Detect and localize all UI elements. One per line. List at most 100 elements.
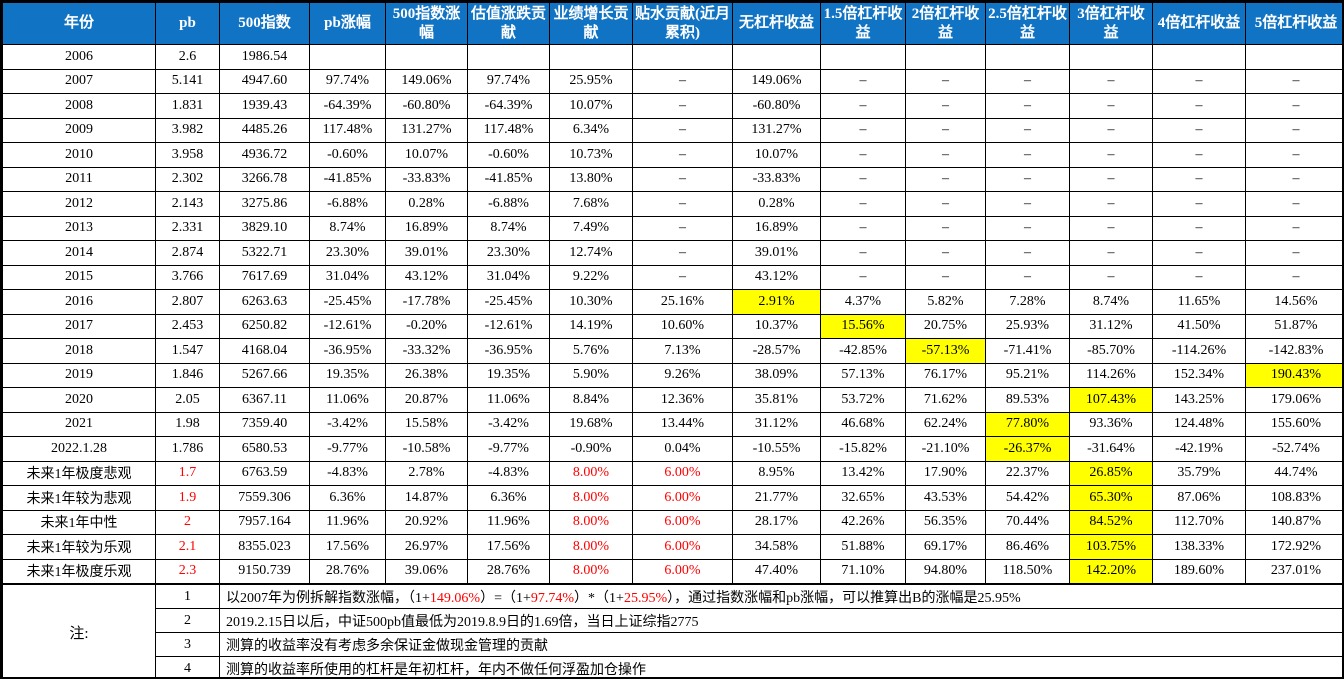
table-cell: 1.786	[155, 436, 220, 462]
table-cell: -42.85%	[820, 338, 906, 364]
table-cell: 97.74%	[467, 68, 550, 94]
note-number: 2	[155, 608, 220, 633]
red-value-cell: 8.00%	[549, 509, 633, 535]
note-segment: ）=（1+	[480, 590, 531, 606]
table-cell: -9.77%	[309, 436, 386, 462]
table-cell: 31.12%	[1069, 313, 1153, 339]
table-row: 未来1年较为乐观 2.1 8355.023 17.56% 26.97% 17.56% 8.0…	[2, 534, 1342, 560]
note-number: 4	[155, 656, 220, 677]
note-segment: 测算的收益率没有考虑多余保证金做现金管理的贡献	[226, 638, 548, 654]
table-cell: –	[1069, 166, 1153, 192]
table-cell: 69.17%	[905, 534, 986, 560]
table-cell: –	[905, 117, 986, 143]
table-cell: 39.01%	[732, 240, 821, 266]
table-cell: –	[820, 215, 906, 241]
table-cell: –	[1069, 93, 1153, 119]
note-number: 3	[155, 632, 220, 657]
table-row: 2008 1.831 1939.43 -64.39% -60.80% -64.39% 10.…	[2, 93, 1342, 119]
table-cell: 5267.66	[219, 362, 310, 388]
table-cell: –	[632, 68, 733, 94]
table-cell: -33.83%	[732, 166, 821, 192]
table-cell: –	[1152, 93, 1246, 119]
table-row: 未来1年中性 2 7957.164 11.96% 20.92% 11.96% 8.00% 6.…	[2, 509, 1342, 535]
table-cell: 131.27%	[732, 117, 821, 143]
table-cell	[549, 44, 633, 70]
table-cell: -17.78%	[385, 289, 468, 315]
table-cell: -114.26%	[1152, 338, 1246, 364]
table-cell: 152.34%	[1152, 362, 1246, 388]
table-cell: 5.76%	[549, 338, 633, 364]
row-label: 2007	[2, 68, 156, 94]
row-label: 2009	[2, 117, 156, 143]
table-cell: 34.58%	[732, 534, 821, 560]
notes-table: 注: 1 以2007年为例拆解指数涨幅，（1+149.06%）=（1+97.74%）…	[2, 584, 1342, 678]
table-cell: -3.42%	[309, 411, 386, 437]
red-value-cell: 6.00%	[632, 534, 733, 560]
table-cell: 93.36%	[1069, 411, 1153, 437]
row-label: 2018	[2, 338, 156, 364]
highlighted-cell: 142.20%	[1069, 558, 1153, 584]
table-cell: –	[1245, 240, 1342, 266]
table-cell: 3829.10	[219, 215, 310, 241]
table-cell: -42.19%	[1152, 436, 1246, 462]
table-cell: 51.87%	[1245, 313, 1342, 339]
table-cell: 95.21%	[985, 362, 1070, 388]
table-cell: 0.28%	[732, 191, 821, 217]
table-row: 2018 1.547 4168.04 -36.95% -33.32% -36.95% 5.7…	[2, 338, 1342, 364]
table-cell: 6.34%	[549, 117, 633, 143]
table-cell: 124.48%	[1152, 411, 1246, 437]
table-row: 2019 1.846 5267.66 19.35% 26.38% 19.35% 5.90% 9…	[2, 362, 1342, 388]
table-cell: -12.61%	[309, 313, 386, 339]
table-cell: 87.06%	[1152, 485, 1246, 511]
table-cell: –	[632, 93, 733, 119]
table-cell: 41.50%	[1152, 313, 1246, 339]
table-cell: –	[1245, 68, 1342, 94]
table-cell: 2.453	[155, 313, 220, 339]
red-value-cell: 8.00%	[549, 534, 633, 560]
table-cell: 143.25%	[1152, 387, 1246, 413]
row-label: 2013	[2, 215, 156, 241]
table-cell: 4936.72	[219, 142, 310, 168]
table-cell: 8.84%	[549, 387, 633, 413]
table-cell: –	[632, 166, 733, 192]
red-value-cell: 2.3	[155, 558, 220, 584]
table-cell: 16.89%	[385, 215, 468, 241]
table-cell: 1.547	[155, 338, 220, 364]
table-cell: –	[1069, 117, 1153, 143]
table-cell: 70.44%	[985, 509, 1070, 535]
note-segment: 测算的收益率所使用的杠杆是年初杠杆，年内不做任何浮盈加仓操作	[226, 662, 646, 678]
note-red-value: 97.74%	[530, 590, 575, 606]
note-row: 4 测算的收益率所使用的杠杆是年初杠杆，年内不做任何浮盈加仓操作	[3, 656, 1342, 678]
column-header: 2倍杠杆收益	[905, 2, 986, 45]
table-row: 2009 3.982 4485.26 117.48% 131.27% 117.48% 6.3…	[2, 117, 1342, 143]
table-cell: -21.10%	[905, 436, 986, 462]
table-cell: 7957.164	[219, 509, 310, 535]
column-header: 估值涨跌贡献	[467, 2, 550, 45]
row-label: 2016	[2, 289, 156, 315]
table-row: 2011 2.302 3266.78 -41.85% -33.83% -41.85% 13.…	[2, 166, 1342, 192]
table-cell: –	[905, 215, 986, 241]
highlighted-cell: -26.37%	[985, 436, 1070, 462]
table-cell: –	[1245, 117, 1342, 143]
highlighted-cell: -57.13%	[905, 338, 986, 364]
table-cell: –	[1069, 264, 1153, 290]
table-cell: –	[632, 142, 733, 168]
table-cell: –	[1245, 264, 1342, 290]
red-value-cell: 2.1	[155, 534, 220, 560]
table-cell: 43.12%	[732, 264, 821, 290]
table-row: 2006 2.6 1986.54	[2, 44, 1342, 70]
table-cell: –	[1069, 191, 1153, 217]
highlighted-cell: 107.43%	[1069, 387, 1153, 413]
column-header: 业绩增长贡献	[549, 2, 633, 45]
table-cell: –	[820, 68, 906, 94]
note-number: 1	[155, 584, 220, 609]
table-cell: 43.12%	[385, 264, 468, 290]
table-cell: 11.96%	[467, 509, 550, 535]
row-label: 2020	[2, 387, 156, 413]
table-cell: -41.85%	[467, 166, 550, 192]
table-cell: 6367.11	[219, 387, 310, 413]
table-cell: 16.89%	[732, 215, 821, 241]
table-cell: 117.48%	[467, 117, 550, 143]
table-cell: 7617.69	[219, 264, 310, 290]
note-row: 注: 1 以2007年为例拆解指数涨幅，（1+149.06%）=（1+97.74%）…	[2, 584, 1342, 677]
